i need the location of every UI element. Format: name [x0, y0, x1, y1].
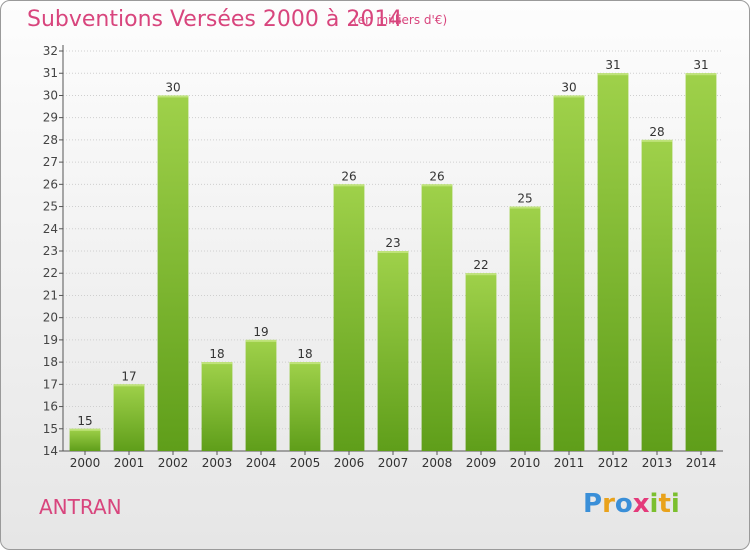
x-tick-label: 2009 [466, 456, 497, 470]
bar [465, 273, 497, 451]
bar [421, 184, 453, 452]
bar-value-label: 30 [561, 80, 576, 94]
logo-letter: r [602, 489, 615, 519]
bar-value-label: 18 [297, 347, 312, 361]
logo-letter: x [632, 489, 650, 519]
bar-highlight [597, 73, 629, 76]
logo-letter: i [649, 489, 659, 519]
x-tick-label: 2007 [378, 456, 409, 470]
bar-highlight [465, 273, 497, 276]
y-tick-label: 14 [43, 444, 58, 458]
bars [69, 73, 717, 452]
y-tick-label: 20 [43, 311, 58, 325]
y-tick-label: 31 [43, 66, 58, 80]
bar-value-label: 30 [165, 80, 180, 94]
bar [553, 95, 585, 451]
bar-highlight [421, 184, 453, 187]
bar-value-label: 26 [429, 169, 444, 183]
bar-highlight [509, 206, 541, 209]
x-tick-label: 2008 [422, 456, 453, 470]
bar-value-label: 26 [341, 169, 356, 183]
x-tick-label: 2013 [642, 456, 673, 470]
x-tick-label: 2014 [686, 456, 717, 470]
x-tick-label: 2004 [246, 456, 277, 470]
x-tick-label: 2010 [510, 456, 541, 470]
bar-highlight [289, 362, 321, 365]
bar-value-label: 31 [605, 58, 620, 72]
logo-letter: i [670, 489, 680, 519]
bar [113, 384, 145, 451]
bar [69, 428, 101, 451]
bar-value-label: 19 [253, 325, 268, 339]
bar-value-label: 28 [649, 125, 664, 139]
bar [377, 251, 409, 451]
y-tick-label: 28 [43, 133, 58, 147]
bar [685, 73, 717, 451]
proxiti-logo: Proxiti [583, 489, 680, 519]
y-tick-label: 23 [43, 244, 58, 258]
bar [597, 73, 629, 451]
bar [201, 362, 233, 451]
bar-value-label: 23 [385, 236, 400, 250]
y-tick-label: 27 [43, 155, 58, 169]
y-tick-label: 24 [43, 222, 58, 236]
bar-value-label: 17 [121, 369, 136, 383]
x-tick-label: 2002 [158, 456, 189, 470]
bar-highlight [377, 251, 409, 253]
labels: 14 15 16 17 18 19 20 21 22 23 24 25 26 27 28 29 30 31 32 15… [43, 44, 717, 470]
y-tick-label: 29 [43, 111, 58, 125]
bar-highlight [553, 95, 585, 98]
chart-title: Subventions Versées 2000 à 2014 [27, 7, 403, 32]
logo-letter: o [614, 489, 633, 519]
bar [641, 139, 673, 451]
bar-highlight [201, 362, 233, 365]
y-tick-label: 30 [43, 88, 58, 102]
bar-value-label: 25 [517, 192, 532, 206]
bar [157, 95, 189, 451]
y-tick-label: 19 [43, 333, 58, 347]
y-tick-label: 21 [43, 288, 58, 302]
y-tick-label: 25 [43, 200, 58, 214]
bar [245, 339, 277, 451]
x-tick-label: 2000 [70, 456, 101, 470]
x-tick-label: 2001 [114, 456, 145, 470]
bar-value-label: 31 [693, 58, 708, 72]
y-tick-label: 22 [43, 266, 58, 280]
y-tick-label: 16 [43, 400, 58, 414]
bar-highlight [641, 139, 673, 142]
bar-highlight [245, 339, 277, 342]
x-tick-label: 2003 [202, 456, 233, 470]
bar [333, 184, 365, 452]
logo-letter: P [583, 489, 603, 519]
commune-name: ANTRAN [39, 495, 122, 519]
y-tick-label: 26 [43, 177, 58, 191]
y-tick-label: 15 [43, 422, 58, 436]
x-tick-label: 2005 [290, 456, 321, 470]
bar-highlight [113, 384, 145, 387]
x-tick-label: 2006 [334, 456, 365, 470]
y-tick-label: 18 [43, 355, 58, 369]
y-tick-label: 32 [43, 44, 58, 58]
bar-value-label: 15 [77, 414, 92, 428]
bar-highlight [333, 184, 365, 187]
bar [289, 362, 321, 451]
bar-value-label: 22 [473, 258, 488, 272]
bar-highlight [685, 73, 717, 76]
chart-unit: (en milliers d'€) [353, 13, 448, 27]
y-tick-label: 17 [43, 377, 58, 391]
x-tick-label: 2011 [554, 456, 585, 470]
logo-letter: t [658, 489, 671, 519]
x-tick-label: 2012 [598, 456, 629, 470]
bar [509, 206, 541, 451]
bar-value-label: 18 [209, 347, 224, 361]
bar-highlight [69, 428, 101, 431]
bar-highlight [157, 95, 189, 98]
